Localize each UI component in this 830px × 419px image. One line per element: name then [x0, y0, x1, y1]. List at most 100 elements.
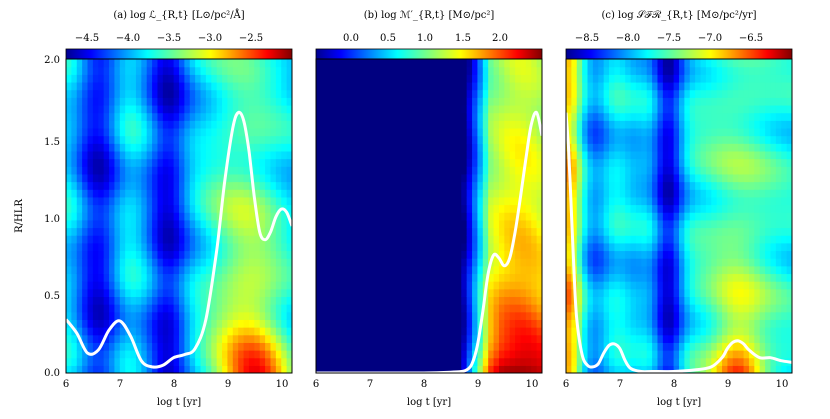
heatmap-cell: [152, 273, 159, 282]
heatmap-cell: [472, 89, 479, 98]
heatmap-cell: [125, 212, 132, 221]
heatmap-cell: [482, 143, 489, 152]
heatmap-cell: [205, 281, 212, 290]
heatmap-cell: [689, 273, 696, 282]
heatmap-cell: [652, 74, 659, 83]
heatmap-cell: [146, 265, 153, 275]
heatmap-cell: [684, 319, 691, 328]
heatmap-cell: [434, 135, 441, 144]
heatmap-cell: [216, 173, 223, 183]
heatmap-cell: [332, 365, 339, 373]
heatmap-cell: [700, 311, 707, 320]
heatmap-cell: [326, 143, 333, 152]
heatmap-cell: [248, 242, 255, 252]
heatmap-cell: [722, 281, 729, 290]
heatmap-cell: [135, 196, 142, 206]
heatmap-cell: [652, 273, 659, 282]
heatmap-cell: [455, 104, 462, 114]
heatmap-cell: [205, 196, 212, 206]
heatmap-cell: [205, 120, 212, 129]
heatmap-cell: [205, 150, 212, 160]
heatmap-cell: [103, 196, 110, 206]
heatmap-cell: [146, 227, 153, 236]
heatmap-cell: [270, 135, 277, 144]
heatmap-cell: [662, 181, 669, 190]
heatmap-cell: [525, 104, 532, 114]
heatmap-cell: [515, 196, 522, 206]
heatmap-cell: [668, 304, 675, 313]
heatmap-cell: [625, 273, 632, 282]
heatmap-cell: [168, 89, 175, 98]
heatmap-cell: [238, 135, 245, 144]
heatmap-cell: [727, 334, 734, 343]
heatmap-cell: [646, 327, 653, 336]
heatmap-cell: [515, 66, 522, 75]
heatmap-cell: [375, 296, 382, 305]
heatmap-cell: [216, 350, 223, 359]
heatmap-cell: [679, 235, 685, 244]
heatmap-cell: [114, 334, 121, 343]
heatmap-cell: [92, 81, 99, 91]
heatmap-cell: [369, 281, 376, 290]
heatmap-cell: [609, 104, 616, 114]
heatmap-cell: [531, 342, 538, 351]
heatmap-cell: [254, 342, 261, 351]
heatmap-cell: [359, 135, 366, 144]
heatmap-cell: [455, 350, 462, 359]
panel-a-x-tick: 7: [117, 379, 123, 390]
heatmap-cell: [445, 273, 452, 282]
heatmap-cell: [195, 89, 202, 98]
heatmap-cell: [326, 365, 333, 373]
heatmap-cell: [248, 158, 255, 167]
heatmap-cell: [141, 311, 148, 320]
heatmap-cell: [700, 281, 707, 290]
heatmap-cell: [472, 334, 479, 343]
heatmap-cell: [679, 242, 685, 252]
heatmap-cell: [375, 319, 382, 328]
heatmap-cell: [657, 350, 664, 359]
heatmap-cell: [152, 196, 159, 206]
heatmap-cell: [711, 227, 718, 236]
heatmap-cell: [536, 97, 542, 106]
heatmap-cell: [265, 304, 272, 313]
heatmap-cell: [566, 66, 572, 75]
heatmap-cell: [614, 365, 621, 373]
heatmap-cell: [679, 219, 685, 229]
heatmap-cell: [461, 304, 468, 313]
heatmap-cell: [87, 227, 94, 236]
heatmap-cell: [412, 189, 419, 198]
heatmap-cell: [587, 135, 594, 144]
heatmap-cell: [146, 127, 153, 137]
heatmap-cell: [743, 143, 750, 152]
heatmap-cell: [727, 189, 734, 198]
heatmap-cell: [576, 143, 583, 152]
panel-b-x-tick: 9: [475, 379, 481, 390]
heatmap-cell: [82, 112, 89, 121]
heatmap-cell: [98, 357, 105, 366]
heatmap-cell: [205, 250, 212, 259]
heatmap-cell: [646, 135, 653, 144]
heatmap-cell: [423, 357, 430, 366]
heatmap-cell: [461, 59, 468, 68]
heatmap-cell: [232, 143, 239, 152]
heatmap-cell: [259, 250, 266, 259]
heatmap-cell: [375, 59, 382, 68]
heatmap-cell: [316, 342, 322, 351]
heatmap-cell: [582, 89, 589, 98]
heatmap-cell: [657, 281, 664, 290]
heatmap-cell: [179, 212, 185, 221]
heatmap-cell: [576, 74, 583, 83]
heatmap-cell: [482, 227, 489, 236]
heatmap-cell: [76, 365, 83, 373]
heatmap-cell: [652, 304, 659, 313]
heatmap-cell: [515, 219, 522, 229]
heatmap-cell: [732, 258, 739, 267]
heatmap-cell: [248, 273, 255, 282]
heatmap-cell: [657, 219, 664, 229]
heatmap-cell: [135, 104, 142, 114]
heatmap-cell: [429, 166, 435, 175]
heatmap-cell: [179, 81, 185, 91]
heatmap-cell: [566, 74, 572, 83]
heatmap-cell: [146, 304, 153, 313]
heatmap-cell: [385, 135, 392, 144]
